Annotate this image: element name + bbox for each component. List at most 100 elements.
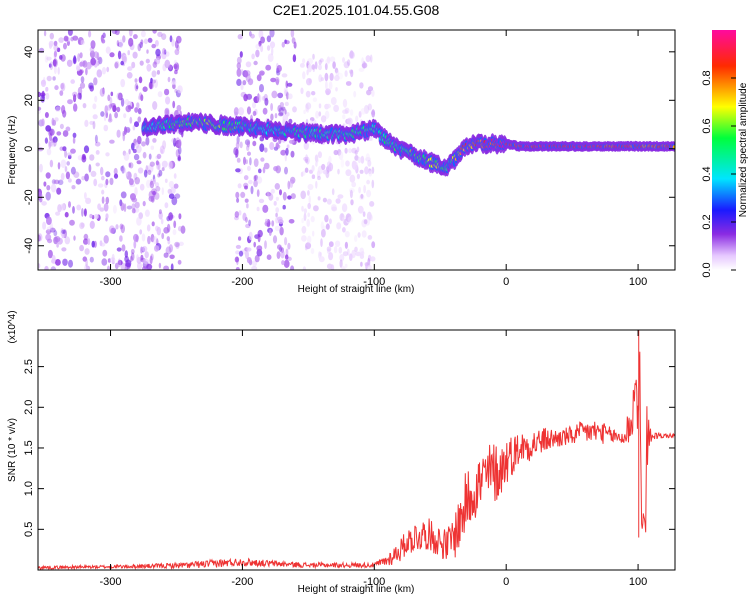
noise-speck — [302, 58, 306, 64]
noise-speck — [50, 183, 57, 193]
noise-speck — [311, 91, 316, 96]
noise-speck — [142, 151, 147, 159]
noise-speck — [320, 238, 323, 248]
noise-speck — [157, 31, 163, 38]
noise-speck — [319, 252, 322, 257]
noise-speck — [236, 56, 242, 65]
noise-speck — [85, 258, 88, 267]
noise-speck — [79, 244, 84, 252]
noise-speck — [84, 119, 89, 127]
noise-speck — [245, 250, 249, 260]
noise-speck — [316, 170, 321, 178]
noise-speck — [89, 154, 95, 161]
noise-speck — [149, 180, 155, 189]
noise-speck — [292, 54, 297, 63]
noise-speck — [236, 197, 240, 203]
noise-speck — [101, 258, 108, 266]
noise-speck — [310, 248, 315, 255]
noise-speck — [238, 107, 245, 116]
noise-speck — [282, 114, 289, 122]
noise-speck — [243, 93, 248, 102]
noise-speck — [322, 197, 327, 203]
noise-speck — [255, 43, 261, 50]
colorbar-tick-label: 0.2 — [701, 214, 713, 229]
noise-speck — [57, 67, 60, 75]
noise-speck — [366, 211, 372, 221]
noise-speck — [45, 172, 51, 179]
noise-speck — [287, 195, 292, 200]
noise-speck — [236, 78, 242, 86]
noise-speck — [238, 236, 242, 241]
noise-speck — [235, 141, 240, 150]
noise-speck — [242, 80, 247, 86]
noise-speck — [335, 240, 341, 247]
noise-speck — [293, 41, 297, 49]
noise-speck — [88, 30, 92, 38]
noise-speck — [273, 166, 279, 172]
noise-speck — [147, 37, 153, 43]
noise-speck — [101, 67, 107, 75]
snr-y-label: SNR (10 * v/v) — [7, 418, 18, 482]
noise-speck — [177, 156, 182, 162]
noise-speck — [310, 215, 315, 223]
noise-speck — [81, 208, 84, 217]
noise-speck — [349, 253, 353, 261]
noise-speck — [55, 211, 61, 216]
noise-speck — [331, 188, 335, 196]
noise-speck — [124, 126, 127, 135]
noise-speck — [139, 41, 143, 49]
noise-speck — [67, 30, 73, 36]
noise-speck — [253, 175, 257, 182]
noise-speck — [56, 243, 59, 248]
noise-speck — [45, 191, 51, 201]
noise-speck — [307, 212, 311, 218]
noise-speck — [367, 257, 371, 267]
noise-speck — [284, 101, 289, 107]
noise-speck — [342, 114, 346, 120]
noise-speck — [309, 117, 315, 122]
noise-speck — [288, 219, 295, 224]
y-tick-label: 0 — [23, 146, 35, 152]
noise-speck — [136, 254, 139, 261]
noise-speck — [337, 149, 342, 156]
noise-speck — [131, 203, 136, 210]
noise-speck — [168, 193, 175, 199]
noise-speck — [320, 115, 327, 123]
noise-speck — [291, 37, 296, 44]
noise-speck — [44, 55, 49, 63]
noise-speck — [363, 219, 368, 225]
noise-speck — [51, 138, 56, 143]
noise-speck — [147, 169, 152, 175]
noise-speck — [80, 40, 85, 45]
noise-speck — [137, 107, 142, 115]
noise-speck — [109, 139, 115, 144]
noise-speck — [354, 246, 358, 253]
noise-speck — [38, 109, 41, 114]
noise-speck — [262, 204, 269, 213]
noise-speck — [128, 162, 132, 168]
noise-speck — [127, 66, 133, 71]
noise-speck — [344, 231, 350, 238]
spectrogram-x-axis: -300 -200 -100 0 100 — [100, 30, 647, 288]
noise-speck — [41, 79, 46, 85]
noise-speck — [155, 186, 161, 192]
noise-speck — [358, 186, 361, 194]
noise-speck — [335, 69, 340, 77]
noise-speck — [360, 261, 363, 267]
noise-speck — [148, 153, 152, 160]
noise-speck — [140, 39, 144, 45]
noise-speck — [41, 118, 45, 127]
noise-speck — [59, 55, 63, 60]
noise-speck — [290, 193, 296, 200]
noise-speck — [73, 94, 77, 103]
noise-speck — [93, 51, 99, 59]
noise-speck — [84, 173, 89, 182]
noise-speck — [152, 236, 158, 245]
noise-speck — [328, 241, 334, 248]
noise-speck — [278, 107, 284, 116]
noise-speck — [236, 157, 241, 163]
noise-speck — [333, 246, 338, 254]
noise-speck — [167, 188, 172, 195]
noise-speck — [112, 105, 117, 113]
noise-speck — [53, 179, 60, 185]
